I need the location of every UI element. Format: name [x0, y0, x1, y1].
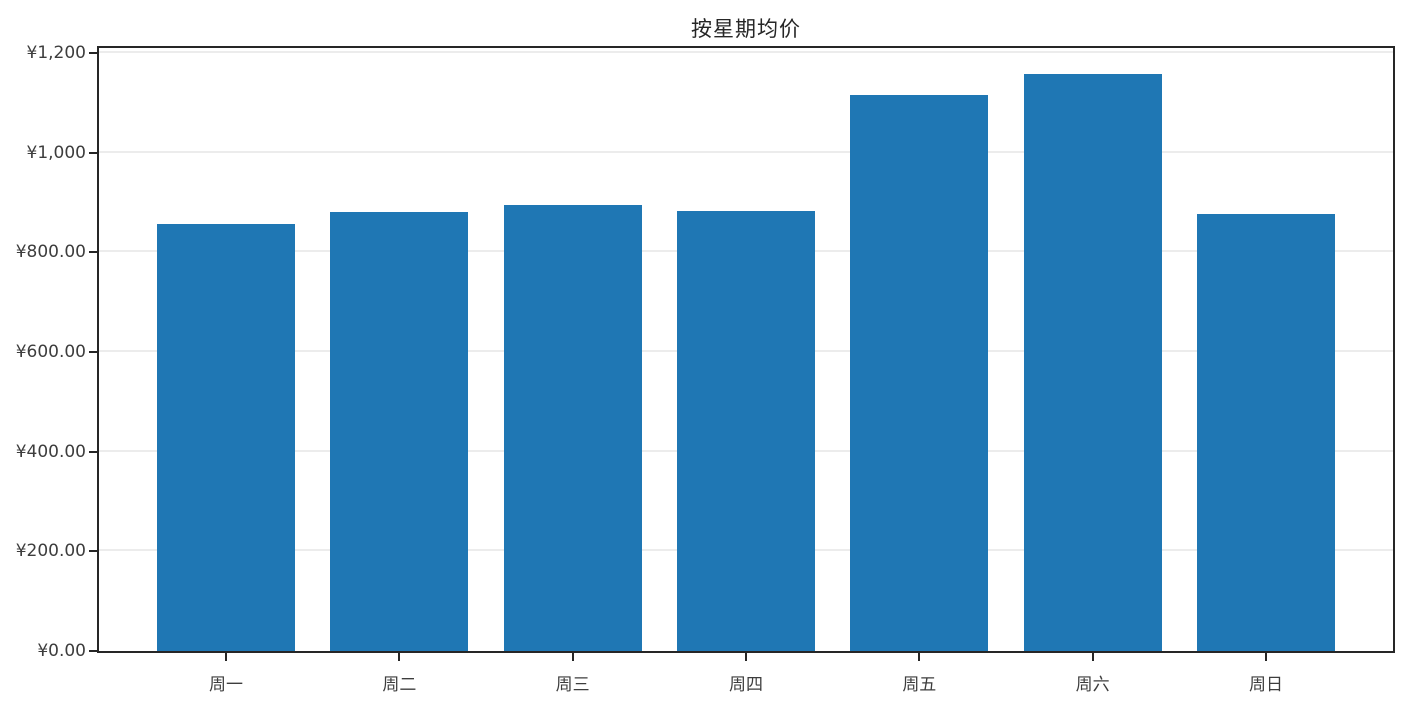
- y-tick-label-200: ¥200.00: [15, 541, 86, 562]
- y-tick-mark-400: [89, 450, 97, 453]
- y-tick-label-1200: ¥1,200: [26, 42, 86, 63]
- y-tick-mark-0: [89, 650, 97, 652]
- y-tick-label-0: ¥0.00: [37, 641, 86, 661]
- y-tick-mark-1000: [89, 151, 97, 154]
- bar-7-周日: [1196, 213, 1335, 651]
- x-tick-label-4: 周四: [728, 675, 763, 695]
- plot-area: [97, 46, 1395, 653]
- bar-3-周三: [503, 204, 642, 651]
- x-tick-mark-6: [1091, 653, 1094, 661]
- chart-title: 按星期均价: [691, 17, 801, 41]
- x-tick-label-2: 周二: [382, 675, 417, 695]
- gridline-1200: [99, 50, 1393, 53]
- y-tick-mark-200: [89, 550, 97, 553]
- y-tick-label-1000: ¥1,000: [26, 142, 86, 163]
- y-tick-mark-600: [89, 350, 97, 353]
- bar-2-周二: [330, 212, 469, 651]
- y-tick-mark-800: [89, 251, 97, 254]
- bar-6-周六: [1023, 74, 1162, 651]
- x-tick-mark-1: [225, 653, 227, 661]
- y-tick-label-400: ¥400.00: [15, 441, 86, 462]
- y-tick-label-600: ¥600.00: [15, 341, 86, 362]
- x-tick-mark-2: [398, 653, 401, 661]
- bars-group: [99, 48, 1393, 651]
- x-tick-mark-5: [918, 653, 921, 661]
- x-tick-3: 周三: [504, 653, 642, 695]
- x-tick-label-3: 周三: [555, 675, 590, 695]
- gridline-1000: [99, 150, 1393, 153]
- y-tick-label-800: ¥800.00: [15, 242, 86, 263]
- x-tick-1: 周一: [157, 653, 295, 695]
- bar-4-周四: [676, 210, 815, 651]
- x-tick-2: 周二: [330, 653, 468, 695]
- x-tick-label-6: 周六: [1075, 675, 1110, 695]
- x-tick-mark-3: [571, 653, 574, 661]
- x-axis: 周一 周二 周三 周四 周五 周六 周日: [99, 653, 1393, 695]
- x-tick-label-5: 周五: [902, 675, 937, 695]
- x-tick-4: 周四: [677, 653, 815, 695]
- x-tick-label-1: 周一: [209, 675, 243, 695]
- bar-1-周一: [157, 224, 295, 651]
- x-tick-label-7: 周日: [1248, 675, 1283, 695]
- x-tick-7: 周日: [1197, 653, 1335, 695]
- x-tick-mark-7: [1264, 653, 1267, 661]
- x-tick-5: 周五: [850, 653, 988, 695]
- x-tick-6: 周六: [1024, 653, 1162, 695]
- bar-5-周五: [850, 94, 989, 651]
- y-tick-mark-1200: [89, 51, 97, 54]
- x-tick-mark-4: [744, 653, 747, 661]
